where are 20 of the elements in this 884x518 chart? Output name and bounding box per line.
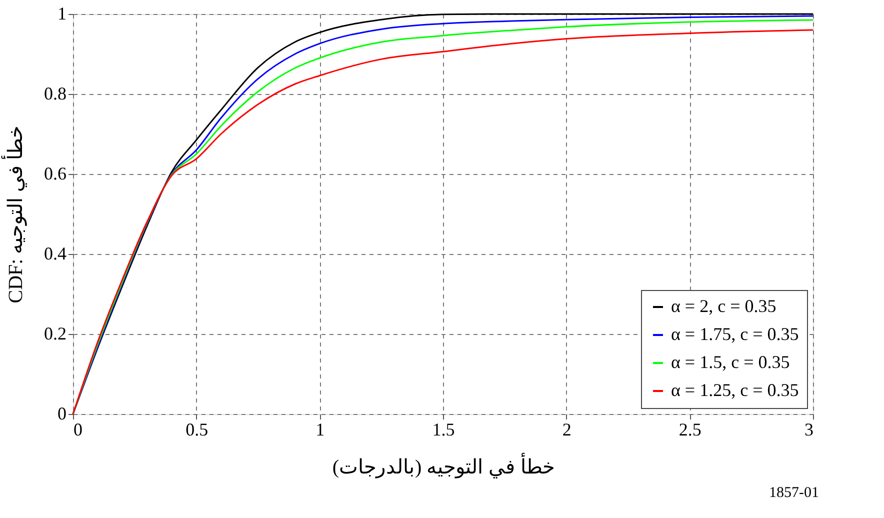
y-tick-label: 0.6 <box>44 164 66 184</box>
x-tick-label: 0.5 <box>186 420 208 440</box>
x-tick-label: 1 <box>316 420 325 440</box>
y-tick-label: 0 <box>58 404 66 424</box>
x-tick-label: 0 <box>74 420 82 440</box>
legend-label: α = 2, c = 0.35 <box>671 296 776 316</box>
x-tick-label: 3 <box>804 420 814 440</box>
x-axis-title: خطأ في التوجيه (بالدرجات) <box>332 452 555 478</box>
legend-label: α = 1.5, c = 0.35 <box>671 352 790 372</box>
y-tick-label: 0.8 <box>44 84 66 104</box>
y-tick-label: 0.4 <box>44 244 66 264</box>
y-axis-title: CDF: خطأ في التوجيه <box>1 126 27 304</box>
x-tick-label: 2 <box>562 420 572 440</box>
x-tick-label: 2.5 <box>678 420 702 440</box>
text: 1857-01 <box>769 485 819 501</box>
y-tick-label: 0.2 <box>44 324 66 344</box>
legend-label: α = 1.25, c = 0.35 <box>671 380 799 400</box>
legend-label: α = 1.75, c = 0.35 <box>671 324 799 344</box>
x-tick-label: 1.5 <box>432 420 455 440</box>
y-tick-label: 1 <box>58 4 66 24</box>
